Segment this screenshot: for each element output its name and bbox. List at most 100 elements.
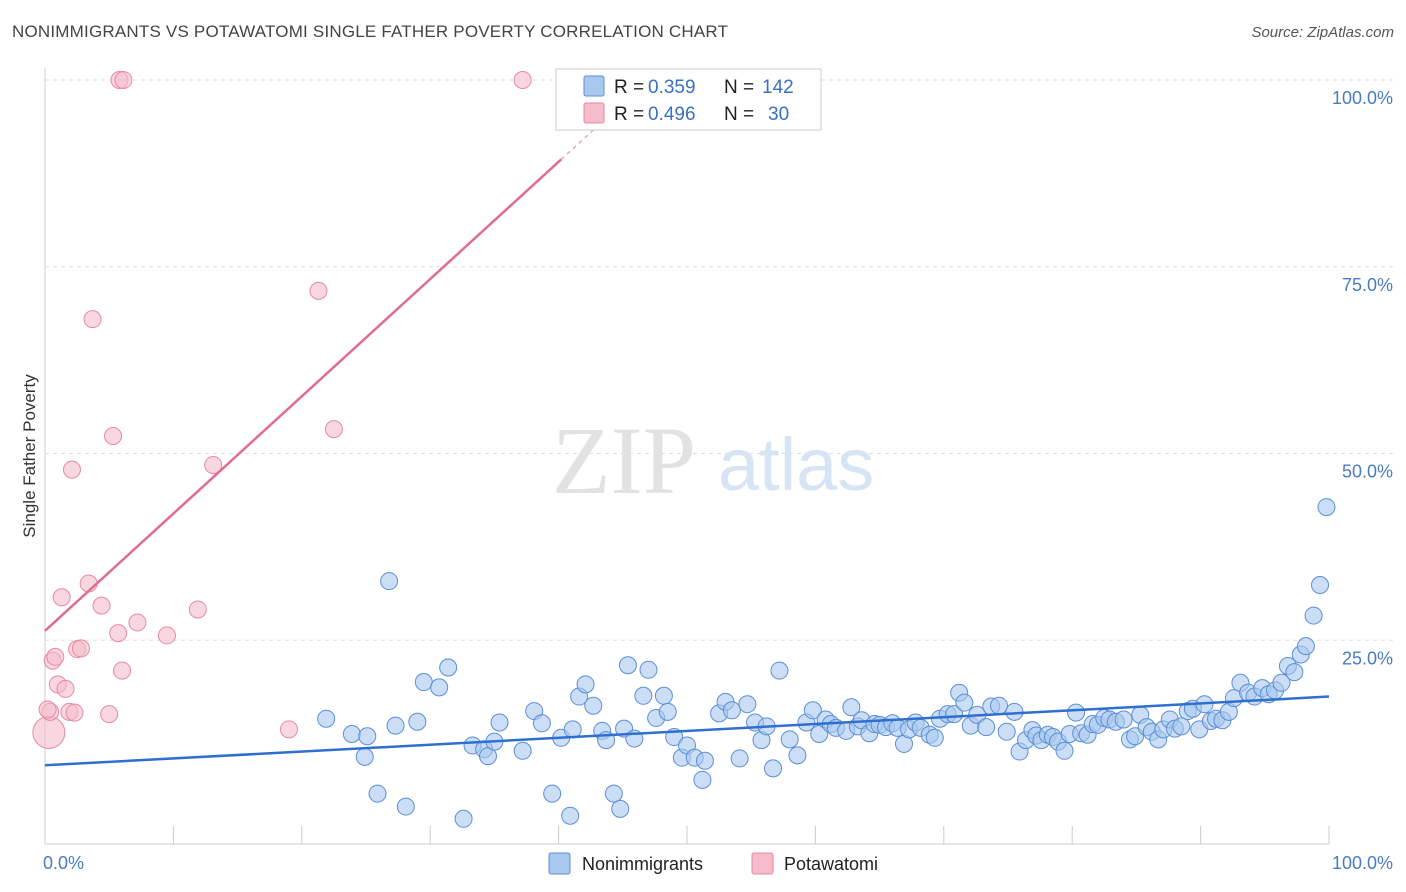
point-nonimmigrants-9: [414, 673, 433, 692]
point-potawatomi-18: [114, 71, 133, 89]
point-nonimmigrants-12: [454, 809, 473, 828]
x-tick-label-100: 100.0%: [1332, 853, 1393, 873]
point-nonimmigrants-84: [955, 693, 974, 712]
legend-n-value-1: 30: [768, 104, 789, 125]
point-potawatomi-26: [309, 281, 328, 300]
point-nonimmigrants-49: [730, 749, 749, 768]
point-nonimmigrants-27: [584, 696, 603, 715]
legend-n-label-0: N =: [724, 77, 754, 98]
point-nonimmigrants-17: [490, 713, 509, 732]
point-nonimmigrants-10: [430, 678, 449, 697]
point-nonimmigrants-8: [408, 712, 427, 731]
x-tick-label-0: 0.0%: [43, 853, 84, 873]
point-nonimmigrants-45: [695, 751, 714, 770]
point-potawatomi-22: [157, 626, 176, 645]
grid-layer: [45, 79, 1393, 641]
point-nonimmigrants-48: [722, 701, 741, 720]
point-nonimmigrants-141: [1304, 606, 1323, 625]
point-nonimmigrants-2: [355, 747, 374, 766]
legend-swatch-potawatomi: [583, 102, 605, 124]
point-nonimmigrants-4: [358, 727, 377, 746]
point-nonimmigrants-30: [604, 784, 623, 803]
y-tick-label-75: 75.0%: [1342, 275, 1393, 295]
point-nonimmigrants-18: [513, 741, 532, 760]
point-nonimmigrants-23: [561, 806, 580, 825]
point-nonimmigrants-65: [842, 698, 861, 717]
point-potawatomi-0: [32, 715, 66, 749]
point-nonimmigrants-31: [611, 799, 630, 818]
watermark: ZIP atlas: [552, 407, 874, 514]
point-nonimmigrants-38: [654, 686, 673, 705]
legend-label-nonimmigrants: Nonimmigrants: [582, 854, 703, 874]
point-potawatomi-25: [279, 720, 298, 739]
point-nonimmigrants-33: [618, 656, 637, 675]
point-nonimmigrants-143: [1317, 498, 1336, 517]
chart-title: NONIMMIGRANTS VS POTAWATOMI SINGLE FATHE…: [12, 22, 729, 41]
point-nonimmigrants-102: [1067, 703, 1086, 722]
points-layer: [32, 71, 1336, 828]
point-nonimmigrants-82: [945, 705, 964, 724]
legend-r-value-0: 0.359: [648, 77, 696, 98]
point-nonimmigrants-21: [543, 784, 562, 803]
point-nonimmigrants-7: [396, 797, 415, 816]
point-nonimmigrants-142: [1311, 576, 1330, 595]
point-nonimmigrants-26: [576, 675, 595, 694]
correlation-legend: R = 0.359 N = 142 R = 0.496 N = 30: [555, 68, 822, 131]
legend-r-label-1: R =: [614, 104, 644, 125]
point-potawatomi-6: [56, 679, 75, 698]
point-nonimmigrants-35: [634, 686, 653, 705]
point-potawatomi-15: [100, 705, 119, 724]
legend-r-label-0: R =: [614, 77, 644, 98]
y-tick-label-50: 50.0%: [1342, 462, 1393, 482]
point-nonimmigrants-120: [1172, 717, 1191, 736]
point-nonimmigrants-138: [1285, 663, 1304, 682]
point-potawatomi-28: [513, 71, 532, 89]
point-potawatomi-14: [92, 596, 111, 615]
legend-label-potawatomi: Potawatomi: [784, 854, 878, 874]
watermark-zip: ZIP: [552, 407, 696, 514]
point-nonimmigrants-6: [386, 716, 405, 735]
point-potawatomi-20: [113, 661, 132, 680]
point-nonimmigrants-11: [439, 658, 458, 677]
point-nonimmigrants-5: [380, 572, 399, 591]
point-nonimmigrants-87: [977, 718, 996, 737]
point-nonimmigrants-90: [997, 722, 1016, 741]
point-nonimmigrants-20: [532, 714, 551, 733]
legend-n-value-0: 142: [762, 77, 794, 98]
point-nonimmigrants-36: [639, 660, 658, 679]
series-legend: Nonimmigrants Potawatomi: [548, 852, 878, 875]
point-nonimmigrants-89: [990, 696, 1009, 715]
point-potawatomi-11: [71, 639, 90, 658]
point-nonimmigrants-3: [368, 784, 387, 803]
legend-swatch-nonimmigrants-bottom: [548, 852, 571, 875]
point-potawatomi-21: [128, 613, 147, 632]
point-nonimmigrants-110: [1114, 710, 1133, 729]
chart-source: Source: ZipAtlas.com: [1251, 24, 1394, 41]
point-potawatomi-3: [46, 647, 65, 666]
point-nonimmigrants-100: [1055, 741, 1074, 760]
y-tick-label-25: 25.0%: [1342, 648, 1393, 668]
trend-line-potawatomi: [44, 158, 563, 632]
point-nonimmigrants-39: [658, 702, 677, 721]
point-potawatomi-13: [83, 310, 102, 329]
point-potawatomi-27: [324, 420, 343, 439]
point-nonimmigrants-24: [563, 720, 582, 739]
point-potawatomi-29: [38, 700, 57, 719]
y-axis-label: Single Father Poverty: [20, 374, 39, 538]
point-nonimmigrants-0: [317, 709, 336, 728]
point-potawatomi-9: [65, 703, 84, 722]
point-nonimmigrants-50: [738, 695, 757, 714]
point-nonimmigrants-57: [788, 746, 807, 765]
y-tick-label-100: 100.0%: [1332, 88, 1393, 108]
point-nonimmigrants-1: [342, 724, 361, 743]
legend-swatch-potawatomi-bottom: [751, 852, 774, 875]
point-nonimmigrants-140: [1296, 637, 1315, 656]
point-potawatomi-8: [62, 460, 81, 479]
point-nonimmigrants-79: [925, 728, 944, 747]
trend-line-nonimmigrants: [44, 695, 1330, 767]
y-tick-labels: 25.0% 50.0% 75.0% 100.0%: [1332, 88, 1393, 668]
point-nonimmigrants-136: [1272, 673, 1291, 692]
legend-r-value-1: 0.496: [648, 104, 696, 125]
point-potawatomi-23: [188, 600, 207, 619]
